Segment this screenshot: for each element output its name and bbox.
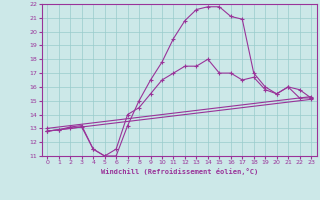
X-axis label: Windchill (Refroidissement éolien,°C): Windchill (Refroidissement éolien,°C) xyxy=(100,168,258,175)
